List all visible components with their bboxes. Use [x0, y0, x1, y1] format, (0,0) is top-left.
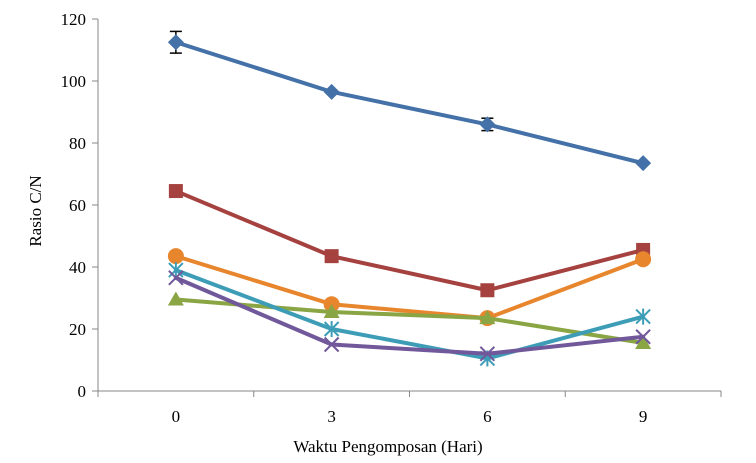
series-6 — [168, 270, 651, 362]
marker-stroke — [479, 346, 496, 362]
y-tick-label: 60 — [69, 196, 86, 215]
data-point-square — [324, 249, 339, 264]
series-1 — [167, 30, 652, 172]
axes: 0 20 40 60 80 100 120 0 3 6 9 — [61, 10, 722, 426]
data-point-diamond — [323, 83, 340, 100]
series-2 — [168, 184, 651, 298]
data-point-square — [168, 184, 183, 199]
series-line — [173, 254, 646, 321]
y-tick-label: 80 — [69, 134, 86, 153]
series-line — [173, 189, 646, 293]
x-tick-label: 0 — [172, 407, 181, 426]
x-tick-label: 3 — [327, 407, 336, 426]
series-line — [173, 40, 646, 166]
data-point-asterisk — [168, 262, 184, 279]
series-line — [173, 275, 646, 356]
data-point-triangle — [635, 334, 652, 349]
marker-stroke — [323, 336, 340, 353]
data-point-diamond — [635, 155, 652, 172]
marker-stroke — [635, 329, 651, 345]
data-point-circle — [167, 248, 184, 265]
data-point-diamond — [479, 116, 496, 133]
series-line — [173, 297, 646, 345]
data-point-x — [168, 270, 184, 286]
marker-stroke — [168, 270, 184, 286]
series-layer — [167, 30, 652, 367]
data-point-diamond — [167, 34, 184, 51]
x-axis-label: Waktu Pengomposan (Hari) — [293, 437, 482, 456]
data-point-circle — [635, 251, 652, 268]
data-point-asterisk — [635, 308, 651, 325]
data-point-square — [480, 283, 495, 298]
data-point-triangle — [167, 291, 184, 306]
x-tick-label: 6 — [483, 407, 492, 426]
series-4 — [167, 291, 652, 349]
y-tick-label: 100 — [61, 72, 87, 91]
data-point-triangle — [479, 310, 496, 325]
x-tick-label: 9 — [639, 407, 648, 426]
data-point-x — [479, 346, 496, 362]
data-point-asterisk — [323, 321, 340, 337]
series-line — [173, 268, 646, 361]
data-point-x — [635, 329, 651, 345]
y-tick-label: 20 — [69, 320, 86, 339]
data-point-x — [323, 336, 340, 353]
y-tick-label: 0 — [78, 382, 87, 401]
data-point-triangle — [323, 303, 340, 318]
y-tick-label: 120 — [61, 10, 87, 29]
y-tick-label: 40 — [69, 258, 86, 277]
y-axis-label: Rasio C/N — [26, 175, 45, 246]
